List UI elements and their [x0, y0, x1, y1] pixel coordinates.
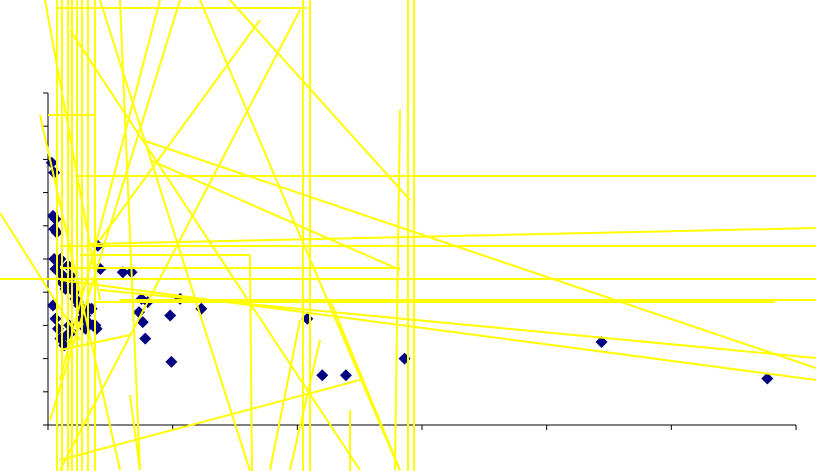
overlay-line — [229, 0, 411, 201]
overlay-line — [49, 0, 181, 421]
overlay-line — [59, 379, 361, 461]
overlay-line — [59, 9, 301, 471]
overlay-line — [0, 212, 81, 341]
overlay-line — [129, 394, 141, 471]
data-point — [165, 355, 178, 368]
data-point — [595, 336, 608, 348]
overlay-line — [149, 159, 401, 271]
overlay-line — [89, 227, 816, 245]
overlay-line — [59, 334, 131, 351]
overlay-line — [59, 279, 816, 381]
data-point — [139, 332, 152, 345]
overlay-line — [99, 19, 261, 241]
data-point — [164, 309, 177, 322]
data-point — [49, 213, 62, 226]
overlay-line — [69, 29, 361, 471]
data-point — [116, 266, 129, 279]
overlay-line — [99, 0, 251, 471]
data-point — [761, 372, 774, 385]
overlay-line — [144, 140, 816, 369]
data-points — [45, 156, 774, 385]
overlay-line — [99, 289, 816, 359]
data-point — [316, 369, 329, 382]
axes — [43, 92, 797, 430]
overlay-line — [44, 0, 101, 301]
data-point — [90, 322, 103, 335]
overlay-line — [199, 0, 401, 471]
overlay-line — [329, 299, 401, 471]
overlay-line — [394, 109, 401, 471]
overlay-line — [269, 319, 301, 471]
overlay-line — [59, 0, 161, 381]
overlay-line — [289, 339, 321, 471]
overlay-line — [119, 0, 141, 471]
data-point — [49, 312, 62, 325]
overlay-line — [39, 114, 121, 471]
data-point — [339, 369, 352, 382]
data-point — [133, 306, 146, 319]
overlay-line — [249, 254, 253, 471]
